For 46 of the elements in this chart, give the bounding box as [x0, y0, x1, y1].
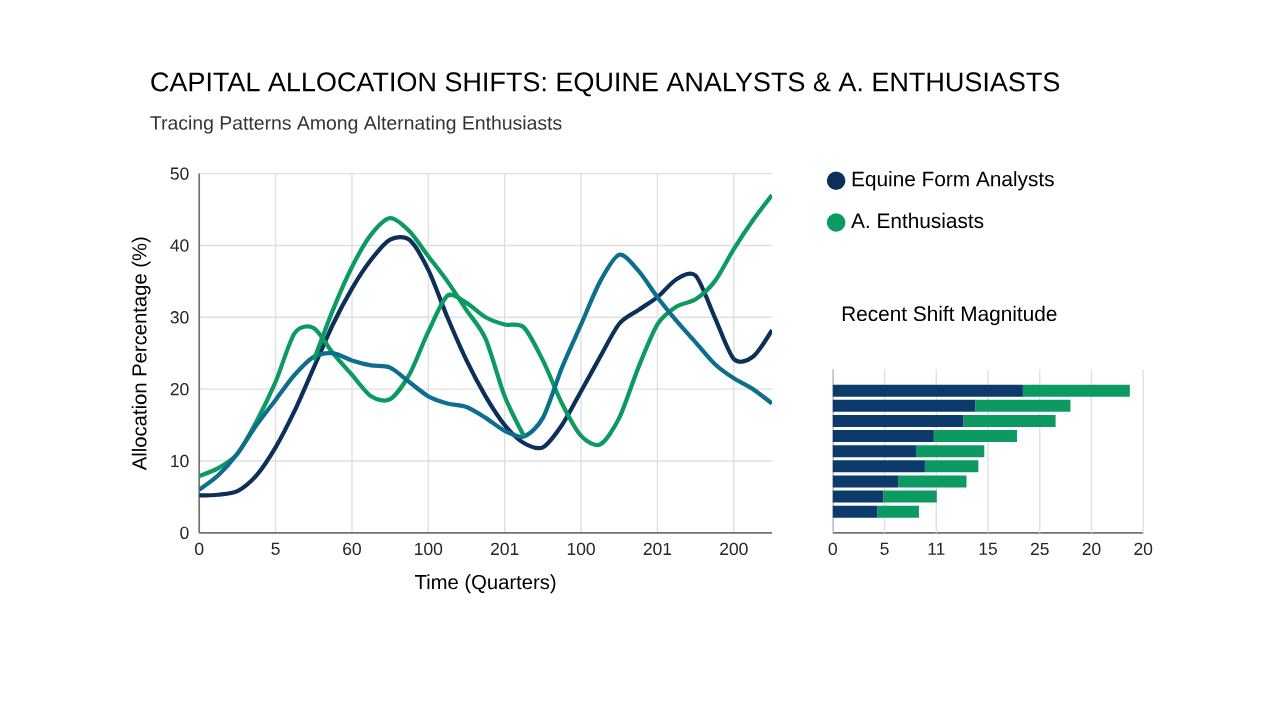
bar — [933, 430, 1017, 443]
bar — [898, 475, 967, 488]
x-tick-label: 0 — [195, 542, 204, 556]
text: 25 — [1030, 542, 1049, 556]
bar — [877, 505, 919, 518]
chart-title: Recent Shift Magnitude — [842, 305, 1057, 326]
x-tick-label: 5 — [271, 542, 280, 555]
bar — [883, 490, 937, 503]
y-tick-label: 0 — [180, 526, 189, 539]
text: 15 — [979, 542, 997, 555]
y-axis-title: Allocation Percentage (%) — [131, 237, 151, 471]
y-tick-label: 10 — [171, 454, 189, 468]
x-tick-label: 100 — [415, 542, 443, 556]
y-tick-label: 40 — [170, 239, 189, 252]
y-tick-label: 50 — [170, 167, 189, 180]
bar — [832, 399, 976, 412]
x-tick-label: 60 — [343, 542, 361, 556]
bar — [924, 460, 979, 473]
bar — [832, 475, 899, 488]
bar — [832, 414, 964, 427]
legend-label: A. Enthusiasts — [851, 212, 984, 229]
bar — [832, 460, 925, 473]
bar — [832, 445, 916, 458]
x-tick-label: 100 — [567, 542, 595, 556]
text: 11 — [928, 542, 945, 555]
bar — [832, 505, 878, 518]
y-tick-label: 30 — [170, 311, 189, 324]
bar — [963, 414, 1056, 427]
y-tick-label: 20 — [170, 382, 189, 396]
bar — [832, 490, 884, 503]
x-tick-label: 200 — [720, 542, 748, 556]
line-series — [199, 193, 772, 479]
bar — [832, 384, 1023, 397]
bar — [915, 445, 985, 458]
x-tick-label: 201 — [491, 542, 519, 556]
chart-title: CAPITAL ALLOCATION SHIFTS: EQUINE ANALYSTS & A. ENTHUSIASTS — [151, 72, 1060, 97]
text: 20 — [1134, 542, 1153, 556]
line-series — [311, 216, 526, 438]
chart-subtitle: Tracing Patterns Among Alternating Enthusiasts — [150, 115, 562, 134]
x-tick-label: 201 — [643, 542, 672, 556]
bar — [1022, 384, 1130, 397]
legend-label: Equine Form Analysts — [852, 171, 1054, 191]
text: 20 — [1082, 542, 1101, 556]
bar — [975, 399, 1071, 412]
bar — [832, 430, 934, 443]
x-axis-title: Time (Quarters) — [415, 574, 556, 594]
